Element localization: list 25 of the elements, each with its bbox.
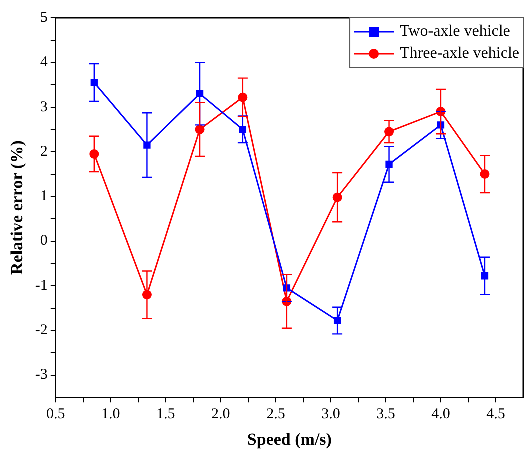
- y-axis-title: Relative error (%): [8, 140, 27, 275]
- x-tick-label: 2.5: [266, 406, 286, 423]
- point: [144, 142, 151, 149]
- x-tick-label: 3.5: [376, 406, 396, 423]
- x-tick-label: 4.0: [432, 406, 450, 423]
- y-tick-label: 5: [40, 10, 48, 26]
- y-tick-label: -2: [35, 322, 48, 339]
- x-tick-label: 2.0: [212, 406, 230, 423]
- y-tick-label: -1: [35, 278, 48, 294]
- x-tick-label: 4.5: [486, 406, 506, 423]
- x-tick-label: 0.5: [46, 406, 66, 423]
- y-tick-label: 2: [40, 144, 48, 160]
- legend-label: Two-axle vehicle: [400, 23, 510, 40]
- x-tick-label: 1.5: [156, 406, 176, 423]
- y-tick-label: 1: [40, 188, 48, 205]
- y-tick-label: 0: [40, 233, 48, 250]
- x-axis-title: Speed (m/s): [247, 430, 332, 450]
- point: [334, 317, 342, 324]
- point: [90, 79, 98, 86]
- y-tick-label: 3: [40, 99, 48, 116]
- x-tick-label: 1.0: [102, 406, 120, 423]
- y-tick-label: 4: [40, 54, 48, 71]
- legend-label: Three-axle vehicle: [400, 45, 520, 62]
- x-tick-label: 3.0: [322, 406, 340, 423]
- y-tick-label: -3: [35, 367, 48, 384]
